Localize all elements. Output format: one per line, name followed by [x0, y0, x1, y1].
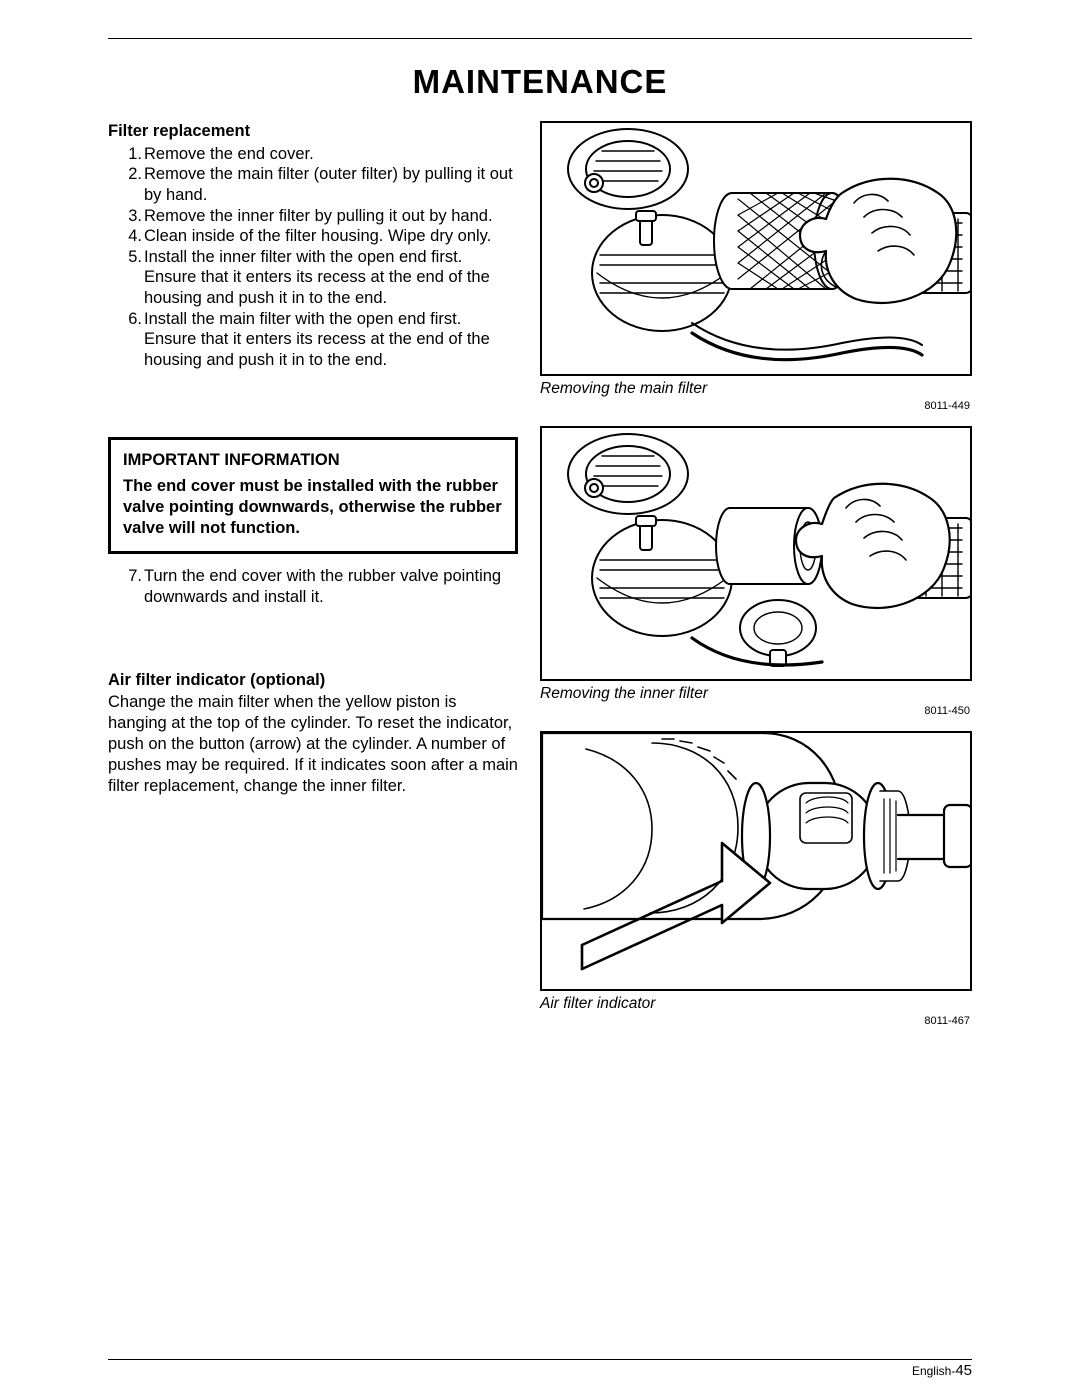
filter-replacement-step7-list: Turn the end cover with the rubber valve… [108, 566, 518, 607]
air-filter-indicator-body: Change the main filter when the yellow p… [108, 692, 518, 797]
right-column: 8011-449 Removing the main filter [540, 121, 972, 1041]
page-frame: MAINTENANCE Filter replacement Remove th… [108, 38, 972, 1360]
step-3: Remove the inner filter by pulling it ou… [144, 206, 518, 227]
left-column: Filter replacement Remove the end cover.… [108, 121, 518, 1041]
filter-replacement-heading: Filter replacement [108, 121, 518, 142]
figure-1: 8011-449 Removing the main filter [540, 121, 972, 398]
figure-1-number: 8011-449 [924, 400, 970, 412]
step-7: Turn the end cover with the rubber valve… [144, 566, 518, 607]
step-4: Clean inside of the filter housing. Wipe… [144, 226, 518, 247]
figure-3-number: 8011-467 [924, 1015, 970, 1027]
air-filter-indicator-heading: Air filter indicator (optional) [108, 670, 518, 691]
figure-2-frame [540, 426, 972, 681]
step-1: Remove the end cover. [144, 144, 518, 165]
figure-1-frame [540, 121, 972, 376]
figure-1-illustration [542, 123, 972, 376]
important-information-box: IMPORTANT INFORMATION The end cover must… [108, 437, 518, 555]
figure-2-caption: Removing the inner filter [540, 685, 972, 703]
page-number: English-45 [912, 1362, 972, 1379]
important-information-body: The end cover must be installed with the… [123, 476, 503, 539]
figure-3: 8011-467 Air filter indicator [540, 731, 972, 1013]
content-columns: Filter replacement Remove the end cover.… [108, 121, 972, 1041]
page-number-value: 45 [955, 1362, 972, 1379]
figure-3-illustration [542, 733, 972, 991]
figure-3-frame [540, 731, 972, 991]
figure-2-illustration [542, 428, 972, 681]
important-information-title: IMPORTANT INFORMATION [123, 450, 503, 471]
page-number-lang: English- [912, 1364, 955, 1378]
step-6: Install the main filter with the open en… [144, 309, 518, 371]
step-5: Install the inner filter with the open e… [144, 247, 518, 309]
step-2: Remove the main filter (outer filter) by… [144, 164, 518, 205]
page-title: MAINTENANCE [108, 39, 972, 121]
figure-3-caption: Air filter indicator [540, 995, 972, 1013]
filter-replacement-steps: Remove the end cover. Remove the main fi… [108, 144, 518, 371]
figure-1-caption: Removing the main filter [540, 380, 972, 398]
figure-2-number: 8011-450 [924, 705, 970, 717]
figure-2: 8011-450 Removing the inner filter [540, 426, 972, 703]
